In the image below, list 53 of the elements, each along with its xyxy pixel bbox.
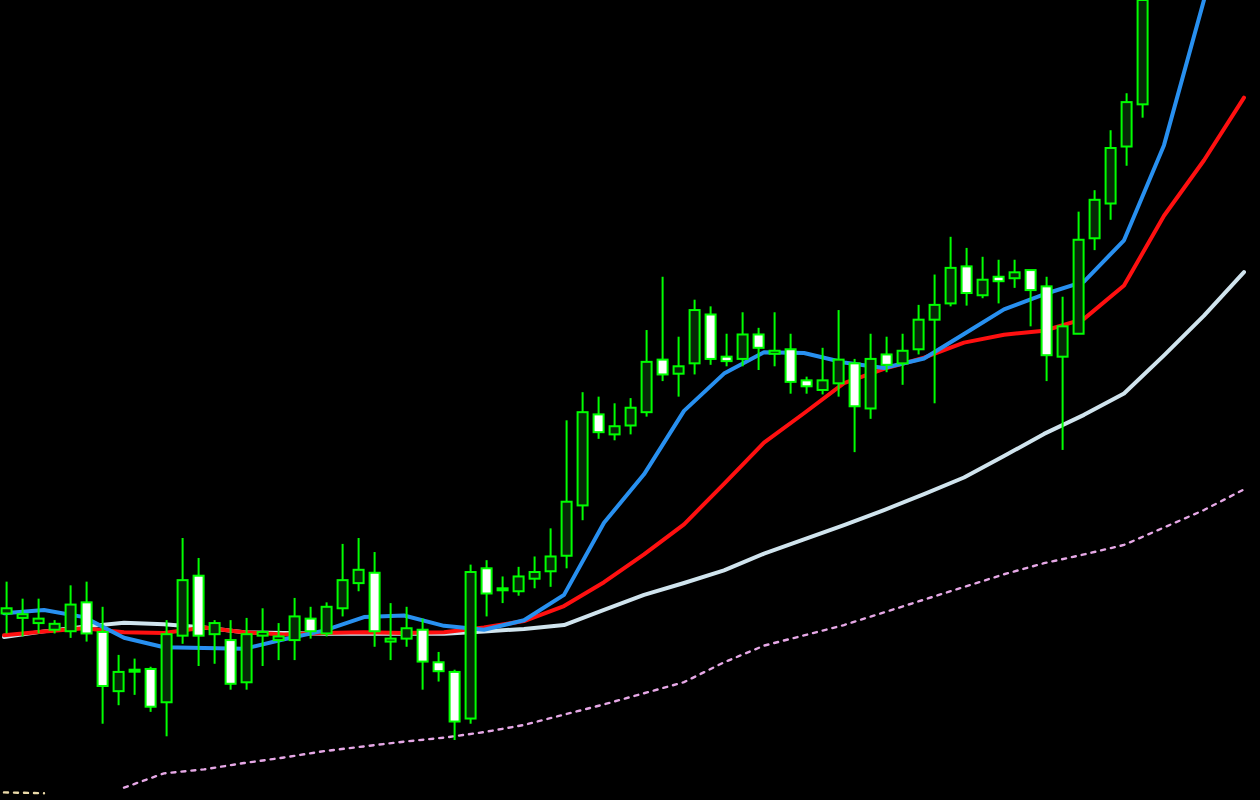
- candlestick: [288, 596, 301, 662]
- candlestick: [1024, 269, 1037, 328]
- candlestick: [608, 402, 621, 442]
- candlestick: [384, 602, 397, 662]
- candlestick: [976, 255, 989, 300]
- candlestick: [0, 580, 13, 635]
- candlestick: [720, 332, 733, 368]
- candlestick: [256, 607, 269, 667]
- candlestick: [784, 332, 797, 395]
- candlestick: [208, 619, 221, 665]
- candlestick: [816, 346, 829, 396]
- candlestick: [1056, 295, 1069, 451]
- candlestick: [1120, 92, 1133, 167]
- candlestick: [512, 565, 525, 597]
- candlestick: [496, 575, 509, 605]
- candlestick: [336, 542, 349, 618]
- candlestick: [592, 395, 605, 440]
- candlestick: [112, 653, 125, 707]
- candlestick: [432, 650, 445, 683]
- candlestick: [848, 357, 861, 454]
- candlestick: [16, 597, 29, 638]
- candlestick: [768, 311, 781, 368]
- candlestick: [416, 617, 429, 691]
- candlestick: [752, 326, 765, 371]
- candlestick: [352, 536, 365, 593]
- candlestick: [944, 235, 957, 308]
- candlestick: [832, 309, 845, 398]
- candlestick: [144, 665, 157, 713]
- candlestick: [400, 605, 413, 648]
- candlestick: [624, 397, 637, 436]
- candlestick: [960, 246, 973, 307]
- candlestick: [928, 273, 941, 405]
- candlestick: [992, 258, 1005, 305]
- candlestick: [528, 555, 541, 590]
- candlestick: [736, 311, 749, 368]
- candlestick: [480, 559, 493, 618]
- candlestick: [672, 335, 685, 398]
- candlestick: [320, 601, 333, 638]
- candlestick: [224, 619, 237, 691]
- candlestick: [32, 597, 45, 635]
- candlestick: [656, 275, 669, 383]
- candlestick: [912, 303, 925, 356]
- candlestick: [880, 335, 893, 374]
- candlestick: [304, 605, 317, 640]
- candlestick: [704, 305, 717, 366]
- candlestick: [80, 580, 93, 643]
- candlestick: [1088, 189, 1101, 252]
- candlestick: [64, 584, 77, 639]
- candlestick: [1008, 258, 1021, 289]
- candlestick: [128, 657, 141, 696]
- candlestick: [896, 332, 909, 386]
- candlestick: [272, 622, 285, 662]
- candlestick: [544, 527, 557, 588]
